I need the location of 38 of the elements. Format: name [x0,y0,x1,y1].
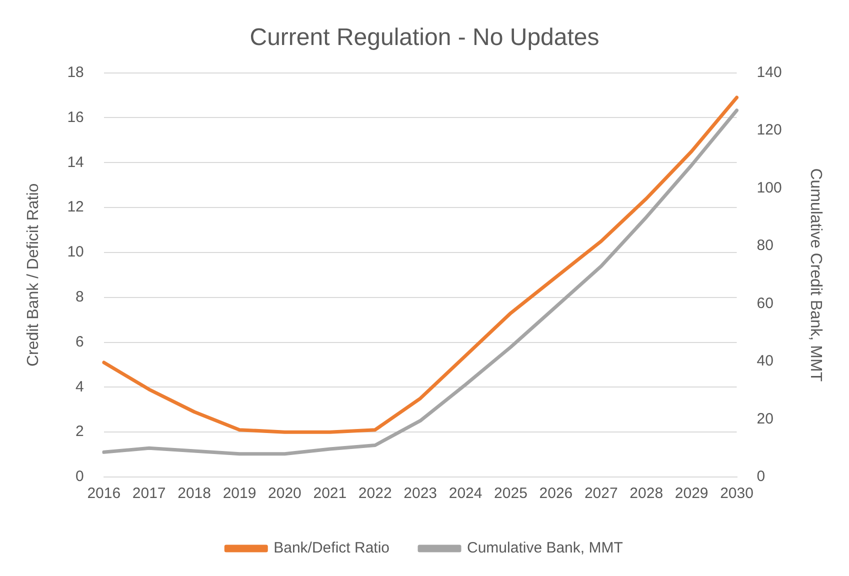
x-tick-label: 2022 [358,485,392,502]
y-tick-label: 6 [76,333,84,350]
legend-label: Cumulative Bank, MMT [467,540,623,557]
y2-tick-label: 0 [756,468,766,486]
x-tick-label: 2016 [87,485,121,502]
y2-tick-label: 40 [756,352,774,370]
x-tick-label: 2025 [494,485,528,502]
y2-tick-label: 120 [756,122,782,139]
y-tick-label: 4 [76,378,84,396]
y2-axis-title: Cumulative Credit Bank, MMT [806,168,824,382]
y2-tick-label: 80 [756,237,774,254]
x-tick-label: 2018 [178,485,211,502]
x-tick-label: 2023 [404,485,438,502]
x-tick-label: 2026 [539,485,573,502]
x-tick-label: 2019 [222,485,256,502]
y2-tick-label: 60 [756,294,774,312]
y-tick-label: 12 [67,198,84,216]
x-tick-label: 2027 [584,485,618,502]
chart-title: Current Regulation - No Updates [250,24,600,52]
x-tick-label: 2030 [720,485,754,502]
y-axis-title: Credit Bank / Deficit Ratio [25,183,42,366]
y-tick-label: 16 [67,108,84,126]
y-tick-label: 8 [76,288,84,306]
legend-label: Bank/Defict Ratio [274,540,390,557]
y-tick-label: 18 [67,64,84,81]
x-tick-label: 2024 [448,485,482,502]
x-tick-label: 2017 [132,485,166,502]
x-tick-label: 2021 [313,485,347,502]
y2-tick-label: 100 [756,179,782,196]
y-tick-label: 10 [67,244,84,261]
y2-tick-label: 140 [756,64,782,81]
x-tick-label: 2029 [674,485,708,502]
y-tick-label: 14 [67,154,84,171]
x-tick-label: 2020 [268,485,302,502]
y-tick-label: 2 [76,423,84,440]
x-tick-label: 2028 [630,485,664,502]
y2-tick-label: 20 [756,410,774,428]
y-tick-label: 0 [76,468,84,486]
